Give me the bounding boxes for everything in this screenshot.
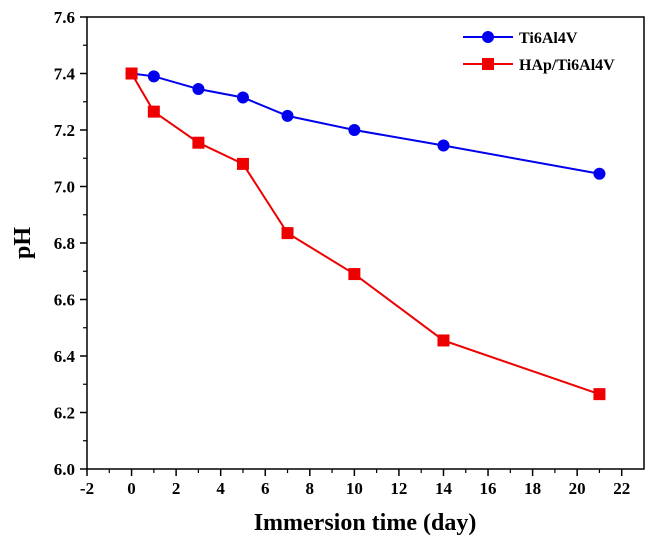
data-point-hap-ti6al4v: [593, 388, 606, 401]
y-tick-label: 6.4: [54, 347, 76, 366]
x-tick-label: 22: [613, 479, 630, 498]
legend-label: HAp/Ti6Al4V: [519, 57, 615, 74]
data-point-hap-ti6al4v: [236, 157, 249, 170]
x-tick-label: 8: [306, 479, 315, 498]
data-point-hap-ti6al4v: [192, 136, 205, 149]
legend-label: Ti6Al4V: [519, 30, 578, 47]
x-tick-label: -2: [80, 479, 94, 498]
data-point-ti6al4v: [236, 91, 249, 104]
y-axis: 6.0 6.2 6.4 6.6 6.8 7.0 7.2 7.4 7.6: [54, 8, 87, 479]
series-hap-ti6al4v: [125, 67, 606, 401]
x-axis-title: Immersion time (day): [254, 510, 477, 536]
x-tick-label: 4: [216, 479, 225, 498]
y-tick-label: 6.6: [54, 291, 75, 310]
x-tick-label: 6: [261, 479, 270, 498]
series-line-hap-ti6al4v: [130, 72, 600, 396]
data-point-hap-ti6al4v: [147, 105, 160, 118]
y-tick-label: 7.2: [54, 121, 75, 140]
x-tick-label: 16: [480, 479, 497, 498]
x-tick-label: 10: [346, 479, 363, 498]
y-tick-label: 6.2: [54, 404, 75, 423]
x-tick-label: 2: [172, 479, 181, 498]
x-tick-label: 14: [435, 479, 453, 498]
data-point-hap-ti6al4v: [348, 268, 361, 281]
plot-frame: [86, 16, 645, 470]
data-point-hap-ti6al4v: [281, 227, 294, 240]
x-axis: -2 0 2 4 6 8 10 12 14 16 18 20 22: [80, 469, 630, 498]
data-point-ti6al4v: [593, 167, 606, 180]
data-point-hap-ti6al4v: [125, 67, 138, 80]
legend: Ti6Al4V HAp/Ti6Al4V: [463, 30, 615, 74]
legend-item-hap-ti6al4v: HAp/Ti6Al4V: [463, 57, 615, 74]
y-axis-title: pH: [10, 227, 36, 259]
legend-item-ti6al4v: Ti6Al4V: [463, 30, 578, 47]
data-point-ti6al4v: [281, 109, 294, 122]
series-line-ti6al4v: [131, 72, 600, 175]
data-point-ti6al4v: [348, 124, 361, 136]
y-tick-label: 6.8: [54, 234, 75, 253]
y-tick-label: 6.0: [54, 460, 75, 479]
y-tick-label: 7.0: [54, 178, 75, 197]
data-point-ti6al4v: [437, 139, 450, 152]
x-tick-label: 18: [524, 479, 541, 498]
y-tick-label: 7.6: [54, 8, 75, 27]
series-ti6al4v: [125, 67, 606, 180]
x-tick-label: 0: [127, 479, 136, 498]
data-point-ti6al4v: [192, 83, 205, 96]
legend-marker-circle: [482, 31, 494, 43]
legend-marker-square: [482, 58, 494, 70]
y-tick-label: 7.4: [54, 65, 76, 84]
series-layer: [125, 67, 606, 401]
data-point-ti6al4v: [147, 70, 160, 83]
data-point-hap-ti6al4v: [437, 334, 450, 347]
x-tick-label: 12: [390, 479, 407, 498]
x-tick-label: 20: [569, 479, 586, 498]
